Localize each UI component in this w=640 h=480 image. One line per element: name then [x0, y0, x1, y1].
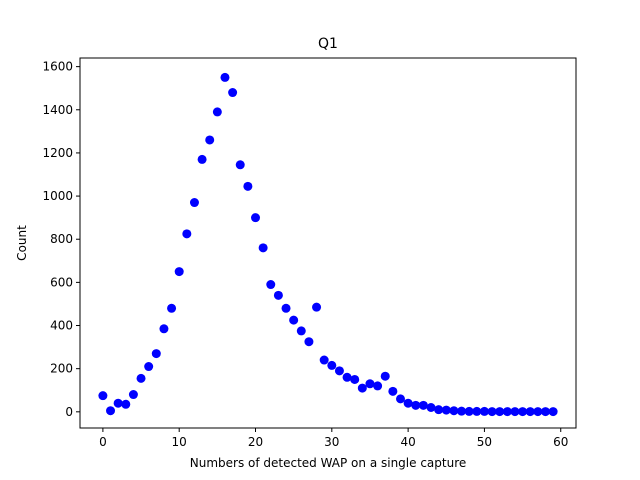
data-point — [350, 374, 360, 384]
data-point — [365, 379, 375, 389]
data-point — [121, 399, 131, 409]
data-point — [327, 360, 337, 370]
data-point — [106, 406, 116, 416]
data-point — [342, 372, 352, 382]
data-point — [235, 160, 245, 170]
data-point — [510, 407, 520, 417]
data-point — [159, 324, 169, 334]
data-point — [548, 407, 558, 417]
x-axis: 0 10 20 30 40 50 60 — [99, 428, 568, 449]
data-point — [319, 355, 329, 365]
y-tick-label: 800 — [50, 232, 73, 246]
data-point — [449, 406, 459, 416]
data-point — [373, 381, 383, 391]
data-point — [113, 398, 123, 408]
x-tick-label: 20 — [248, 435, 263, 449]
data-point — [167, 303, 177, 313]
data-point — [220, 72, 230, 82]
data-point — [128, 390, 138, 400]
data-point — [441, 405, 451, 415]
data-point — [266, 280, 276, 290]
x-tick-label: 30 — [324, 435, 339, 449]
data-point — [388, 386, 398, 396]
data-point — [151, 349, 161, 359]
data-point — [525, 407, 535, 417]
data-point — [357, 383, 367, 393]
data-point — [518, 407, 528, 417]
y-tick-label: 400 — [50, 319, 73, 333]
data-point — [312, 302, 322, 312]
plot-frame — [79, 57, 577, 429]
y-axis: 0 200 400 600 800 1000 1200 1400 1600 — [42, 60, 80, 419]
data-point — [411, 400, 421, 410]
x-tick-label: 60 — [553, 435, 568, 449]
data-point — [228, 88, 238, 98]
data-point — [212, 107, 222, 117]
data-point — [205, 135, 215, 145]
data-point — [457, 406, 467, 416]
chart-title: Q1 — [318, 36, 338, 52]
x-tick-label: 0 — [99, 435, 107, 449]
data-point — [418, 400, 428, 410]
data-point — [487, 407, 497, 417]
data-point — [182, 229, 192, 239]
data-point — [296, 326, 306, 336]
data-point — [258, 243, 268, 253]
data-point — [403, 398, 413, 408]
data-point — [98, 391, 108, 401]
data-point — [243, 181, 253, 191]
y-tick-label: 0 — [65, 405, 73, 419]
data-point — [502, 407, 512, 417]
data-point — [395, 394, 405, 404]
data-point — [174, 267, 184, 277]
x-tick-label: 10 — [172, 435, 187, 449]
data-point — [426, 403, 436, 413]
y-tick-label: 1200 — [42, 146, 73, 160]
data-point — [189, 198, 199, 208]
y-tick-label: 200 — [50, 362, 73, 376]
data-point — [251, 213, 261, 223]
y-tick-label: 1000 — [42, 189, 73, 203]
y-axis-label: Count — [15, 225, 29, 261]
data-point — [533, 407, 543, 417]
data-point — [495, 407, 505, 417]
data-point — [197, 154, 207, 164]
data-point — [144, 362, 154, 372]
data-point — [472, 406, 482, 416]
data-point — [479, 406, 489, 416]
data-point — [434, 405, 444, 415]
data-point — [136, 373, 146, 383]
y-tick-label: 1600 — [42, 60, 73, 74]
data-point — [289, 315, 299, 325]
x-tick-label: 50 — [477, 435, 492, 449]
y-tick-label: 600 — [50, 275, 73, 289]
data-point — [380, 371, 390, 381]
x-axis-label: Numbers of detected WAP on a single capt… — [190, 456, 467, 470]
data-point — [304, 337, 314, 347]
data-point — [540, 407, 550, 417]
x-tick-label: 40 — [400, 435, 415, 449]
data-point — [273, 290, 283, 300]
data-point — [281, 303, 291, 313]
y-tick-label: 1400 — [42, 103, 73, 117]
data-point — [464, 406, 474, 416]
data-point — [334, 366, 344, 376]
data-points — [98, 72, 558, 417]
